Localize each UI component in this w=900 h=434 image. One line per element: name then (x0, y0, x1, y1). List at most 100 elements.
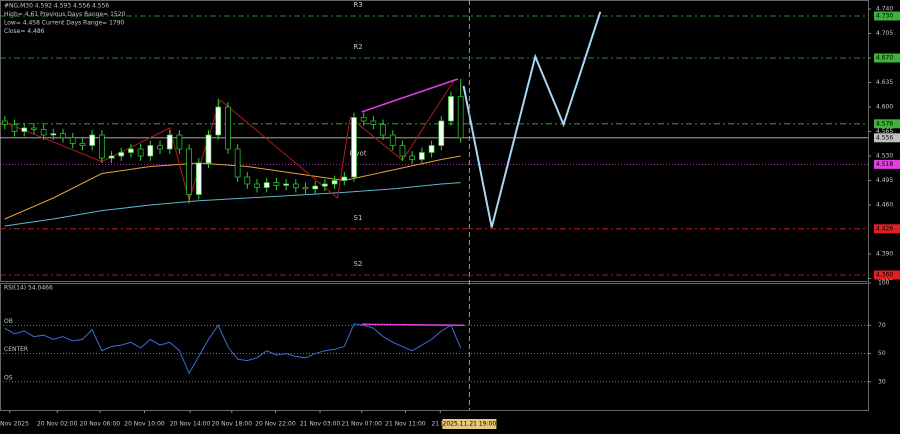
candle-body (302, 187, 309, 190)
candle-body (98, 134, 105, 159)
candle-body (1, 120, 8, 125)
x-tick-label: 19 Nov 2025 (0, 421, 29, 428)
candle-body (137, 148, 144, 157)
x-tick-label: 20 Nov 14:00 (170, 421, 211, 428)
candle-body (60, 133, 66, 139)
candle-body (225, 106, 231, 150)
level-price-box (874, 270, 900, 280)
y-tick-label: 4.635 (876, 79, 893, 86)
level-price-box (874, 224, 900, 234)
candle-body (438, 120, 445, 146)
level-price-box (874, 133, 900, 143)
candle-body (69, 137, 76, 144)
y-tick-label: 4.705 (876, 30, 893, 37)
level-price-label: 4.670 (876, 55, 893, 62)
candle-body (234, 148, 241, 178)
rsi-title: RSI(14) 54.0466 (4, 285, 53, 292)
moving-average (4, 155, 461, 220)
candle-body (108, 155, 115, 159)
x-tick-label: 20 Nov 06:00 (80, 421, 121, 428)
x-tick-label: 21 Nov 07:00 (342, 421, 383, 428)
cursor-label: 2025.11.21 19:00 (443, 421, 497, 428)
main-panel-frame (0, 0, 869, 282)
y-tick-label: 4.565 (876, 128, 893, 135)
level-label: S1 (354, 214, 363, 222)
y-tick-label: 4.495 (876, 177, 893, 184)
rsi-tick-label: 30 (878, 378, 886, 385)
zigzag-line (4, 78, 456, 202)
candle-body (351, 117, 357, 178)
symbol-info: Close= 4.486 (4, 28, 45, 35)
level-label: Pivot (349, 149, 366, 157)
candle-body (166, 134, 173, 150)
divergence-line (361, 78, 459, 113)
candle-body (176, 134, 183, 150)
candle-body (89, 134, 95, 146)
candle-body (50, 133, 57, 136)
candle-body (360, 117, 367, 122)
candle-body (292, 183, 299, 188)
symbol-info: #NG,M30 4.592 4.593 4.556 4.556 (4, 3, 109, 10)
candle-body (215, 106, 222, 136)
level-label: R2 (353, 43, 362, 51)
candle-body (118, 152, 125, 157)
y-tick-label: 4.600 (876, 104, 893, 111)
level-price-label: 4.730 (876, 13, 893, 20)
rsi-tick-label: 50 (878, 350, 886, 357)
candle-body (79, 143, 86, 146)
level-price-box (874, 11, 900, 21)
x-tick-label: 21 Nov 11:00 (385, 421, 426, 428)
rsi-line (4, 323, 462, 375)
level-price-box (874, 53, 900, 63)
x-tick-label: 20 Nov 18:00 (212, 421, 253, 428)
rsi-divergence-line (361, 323, 465, 327)
level-label: S2 (354, 260, 363, 268)
candle-body (399, 145, 406, 157)
candle-body (312, 185, 319, 190)
candle-body (380, 124, 386, 136)
candle-body (283, 183, 289, 186)
candle-body (263, 182, 270, 188)
symbol-info: High= 4.61 Previous Days Range= 1520 (4, 11, 126, 18)
moving-average (4, 182, 461, 227)
candle-body (11, 124, 18, 132)
candle-body (186, 148, 192, 195)
level-price-label: 4.556 (876, 134, 893, 141)
level-price-box (874, 119, 900, 129)
candle-body (205, 134, 212, 164)
y-tick-label: 4.740 (876, 6, 893, 13)
candle-body (331, 180, 338, 185)
y-tick-label: 4.390 (876, 251, 893, 258)
candle-body (31, 127, 37, 130)
level-label: R3 (353, 1, 362, 9)
cursor-box (442, 419, 497, 429)
level-price-label: 4.576 (876, 120, 893, 127)
x-tick-label: 21 No (431, 421, 449, 428)
candle-body (457, 96, 464, 139)
candle-body (244, 176, 251, 185)
candle-body (254, 183, 260, 188)
rsi-level-label: OS (4, 374, 13, 381)
x-tick-label: 20 Nov 22:00 (255, 421, 296, 428)
level-price-label: 4.360 (876, 272, 893, 279)
y-tick-label: 4.460 (876, 202, 893, 209)
rsi-level-label: CENTER (4, 346, 28, 353)
candle-body (157, 145, 163, 150)
candle-body (147, 145, 154, 157)
level-price-label: 4.518 (876, 161, 893, 168)
candle-body (419, 152, 425, 160)
x-tick-label: 20 Nov 02:00 (37, 421, 78, 428)
symbol-info: Low= 4.458 Current Days Range= 1790 (4, 20, 125, 27)
level-price-box (874, 159, 900, 169)
candle-body (409, 155, 416, 160)
candle-body (128, 148, 134, 153)
rsi-tick-label: 100 (878, 280, 890, 287)
candle-body (21, 127, 28, 132)
candle-body (273, 182, 280, 186)
candle-body (389, 134, 396, 146)
candle-body (341, 176, 348, 181)
rsi-level-label: OB (4, 318, 13, 325)
projection-line (462, 11, 602, 228)
